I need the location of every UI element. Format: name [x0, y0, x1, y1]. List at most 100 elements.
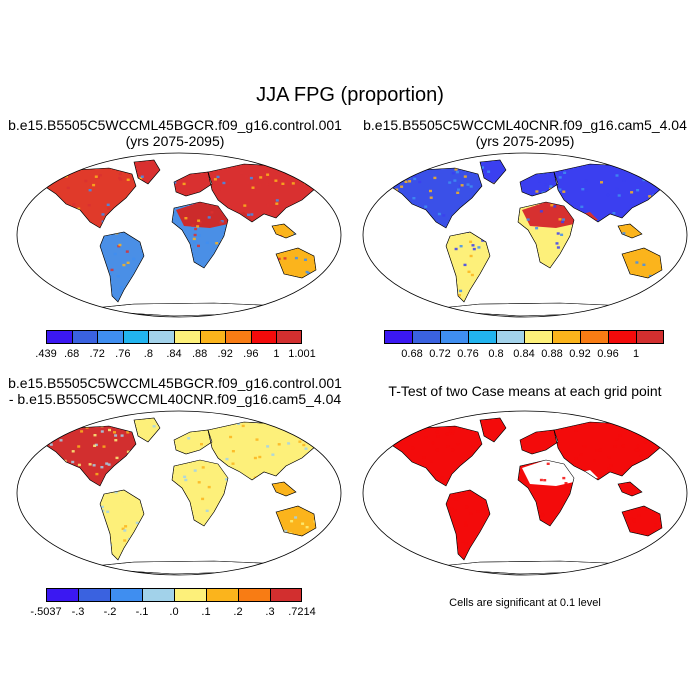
grid-cell: [234, 459, 238, 462]
grid-cell: [300, 424, 304, 428]
grid-cell: [590, 427, 594, 430]
grid-cell: [56, 549, 60, 552]
coastline: [99, 489, 145, 561]
grid-cell: [126, 178, 130, 181]
grid-cell: [238, 465, 242, 468]
panel-title-bottom-right: T-Test of two Case means at each grid po…: [350, 383, 700, 399]
grid-cell: [173, 181, 177, 184]
grid-cell: [113, 252, 117, 256]
grid-cell: [126, 431, 130, 434]
grid-cell: [558, 176, 562, 179]
grid-cell: [126, 450, 130, 453]
grid-cell: [422, 428, 426, 432]
grid-cell: [289, 440, 293, 444]
grid-cell: [412, 167, 416, 170]
grid-cell: [229, 435, 233, 439]
grid-cell: [288, 437, 292, 440]
map-border: [16, 410, 342, 576]
coastline: [275, 505, 317, 537]
colorbar-tick-label: -.1: [135, 606, 149, 618]
grid-cell: [84, 179, 88, 183]
grid-cell: [192, 476, 195, 479]
grid-cell: [612, 212, 616, 215]
colorbar-tick-label: .84: [166, 348, 182, 360]
grid-cell: [266, 445, 270, 448]
grid-cell: [437, 212, 441, 216]
coastline: [133, 417, 161, 443]
grid-cell: [294, 516, 298, 519]
grid-cell: [132, 257, 136, 261]
grid-cell: [449, 430, 453, 433]
grid-cell: [654, 295, 658, 299]
colorbar-tick-label: -.5037: [30, 606, 62, 618]
grid-cell: [121, 499, 125, 503]
coastline: [271, 481, 297, 497]
grid-cell: [459, 289, 463, 293]
grid-cell: [446, 445, 450, 448]
grid-cell: [635, 261, 639, 264]
grid-cell: [124, 525, 128, 528]
grid-cell: [451, 172, 455, 175]
grid-cell: [205, 241, 209, 244]
coastline: [133, 159, 161, 185]
grid-cell: [413, 177, 417, 181]
grid-cell: [279, 230, 283, 233]
grid-cell: [418, 180, 422, 184]
grid-cell: [617, 194, 621, 197]
coastline: [271, 223, 297, 239]
grid-cell: [318, 542, 322, 546]
grid-cell: [291, 182, 295, 185]
grid-cell: [95, 472, 99, 476]
grid-cell: [48, 427, 52, 430]
grid-cell: [134, 508, 138, 511]
grid-cell: [466, 183, 470, 186]
grid-cell: [207, 216, 211, 219]
colorbar-tick-label: .0: [169, 606, 179, 618]
grid-cell: [539, 478, 543, 482]
colorbar-swatch: [122, 330, 149, 344]
coastline: [519, 171, 559, 197]
grid-cell: [128, 498, 132, 501]
grid-cell: [584, 179, 588, 182]
grid-cell: [448, 181, 452, 184]
grid-cell: [114, 491, 118, 494]
grid-cell: [246, 181, 250, 185]
panel-title-bottom-left-line2: - b.e15.B5505C5WCCML40CNR.f09_g16.cam5_4…: [8, 391, 342, 407]
coastline: [389, 425, 483, 487]
grid-cell: [210, 505, 214, 508]
grid-cell: [47, 437, 51, 440]
grid-cell: [301, 178, 305, 182]
grid-cell: [93, 434, 97, 437]
coastline: [43, 167, 137, 229]
grid-cell: [287, 442, 291, 445]
grid-cell: [121, 527, 125, 530]
colorbar-tick-label: 1.001: [288, 348, 316, 360]
colorbar-swatch: [78, 588, 110, 602]
grid-cell: [225, 478, 228, 481]
grid-cell: [558, 218, 562, 221]
grid-cell: [106, 510, 110, 513]
grid-cell: [472, 430, 476, 433]
grid-cell: [285, 520, 289, 524]
colorbar-swatch: [46, 330, 72, 344]
coastline: [171, 201, 229, 269]
map-top-left: [16, 152, 342, 318]
grid-cell: [560, 233, 564, 236]
grid-cell: [463, 263, 467, 267]
map-bottom-left: [16, 410, 342, 576]
grid-cell: [51, 168, 55, 171]
colorbar-swatch: [173, 330, 200, 344]
grid-cell: [431, 441, 435, 445]
panel-title-top-left-line1: b.e15.B5505C5WCCML45BGCR.f09_g16.control…: [8, 117, 342, 133]
grid-cell: [192, 237, 196, 241]
grid-cell: [302, 513, 306, 516]
grid-cell: [125, 250, 129, 253]
grid-cell: [636, 448, 640, 452]
colorbar-tick-label: .88: [191, 348, 208, 360]
colorbar-swatch: [552, 330, 580, 344]
grid-cell: [627, 488, 631, 491]
colorbar-tick-label: .1: [201, 606, 211, 618]
grid-cell: [258, 455, 262, 459]
grid-cell: [481, 239, 485, 242]
colorbar-labels-top-left: .439 .68 .72 .76 .8 .84 .88 .92 .96 1 1.001: [35, 348, 315, 362]
